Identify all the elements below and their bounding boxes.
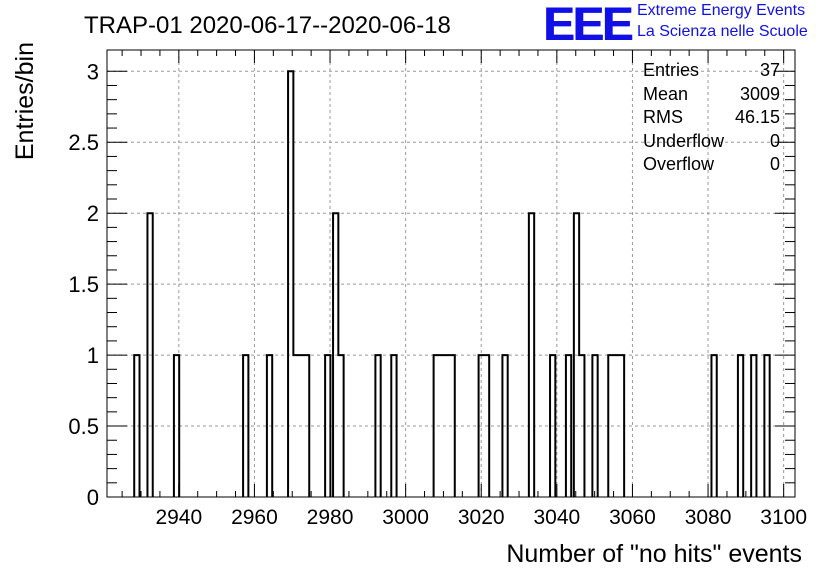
eee-logo: EEE Extreme Energy Events La Scienza nel…: [543, 0, 836, 50]
y-tick-label: 0.5: [68, 414, 99, 439]
x-tick-label: 3020: [458, 506, 505, 529]
x-tick-label: 3040: [533, 506, 580, 529]
y-tick-label: 2: [87, 201, 99, 226]
y-tick-label: 1.5: [68, 272, 99, 297]
stats-value: 46.15: [734, 107, 780, 127]
x-tick-label: 3060: [609, 506, 656, 529]
stats-row: Underflow 0: [643, 130, 780, 154]
y-tick-label: 1: [87, 343, 99, 368]
stats-box: Entries 37 Mean 3009 RMS 46.15 Underflow…: [643, 59, 780, 177]
plot-frame: [106, 49, 796, 498]
chart-title: TRAP-01 2020-06-17--2020-06-18: [84, 12, 451, 39]
x-tick-label: 3100: [760, 506, 807, 529]
stats-label: Entries: [643, 60, 700, 80]
stats-value: 0: [769, 154, 780, 174]
x-tick-label: 3080: [685, 506, 732, 529]
stats-row: Overflow 0: [643, 153, 780, 177]
stats-label: Underflow: [643, 130, 725, 151]
stats-label: Overflow: [643, 154, 715, 174]
stats-label: Mean: [643, 83, 689, 104]
y-axis-ticks: 0 0.5 1 1.5 2 2.5 3: [68, 59, 795, 510]
histogram-outline: [133, 70, 771, 497]
stats-row: RMS 46.15: [643, 106, 780, 130]
y-tick-label: 2.5: [68, 130, 99, 155]
stats-value: 3009: [739, 83, 780, 104]
y-tick-label: 0: [87, 485, 99, 510]
x-axis-label: Number of "no hits" events: [506, 540, 802, 568]
x-tick-label: 3000: [382, 506, 429, 529]
x-tick-label: 2980: [307, 506, 354, 529]
stats-row: Entries 37: [643, 59, 780, 83]
stats-row: Mean 3009: [643, 83, 780, 107]
stats-value: 0: [769, 130, 780, 151]
y-tick-label: 3: [87, 59, 99, 84]
x-tick-label: 2940: [155, 506, 202, 529]
eee-logo-mark: EEE: [543, 0, 633, 50]
y-axis-label: Entries/bin: [11, 42, 39, 160]
logo-line-2: La Scienza nelle Scuole: [637, 23, 808, 40]
x-tick-label: 2960: [231, 506, 278, 529]
logo-line-1: Extreme Energy Events: [637, 2, 806, 19]
stats-label: RMS: [643, 107, 683, 127]
x-axis-ticks: 2940 2960 2980 3000 3020 3040 3060 3080 3100: [121, 50, 807, 529]
stats-value: 37: [759, 60, 780, 80]
